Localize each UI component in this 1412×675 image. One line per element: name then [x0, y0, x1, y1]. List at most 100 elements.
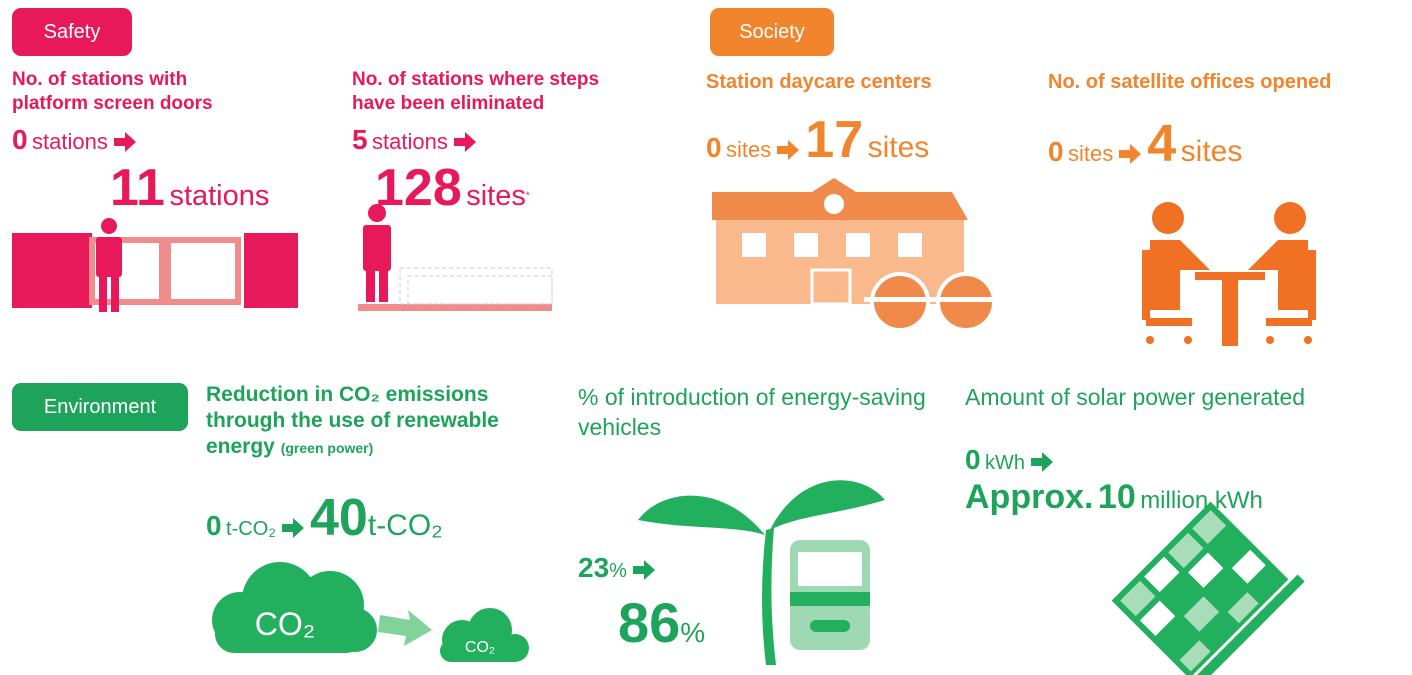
solar-panel-illustration-part-part — [1192, 510, 1227, 545]
cloud-labels: CO₂ CO₂ — [255, 606, 495, 656]
daycare-illustration-part — [742, 233, 766, 257]
daycare-illustration-part — [864, 297, 1004, 302]
footnote-mark: * — [525, 190, 530, 202]
to-line: 11 stations — [110, 158, 269, 218]
co2-cloud-illustration-part — [440, 640, 525, 662]
daycare-illustration-part — [810, 268, 852, 306]
sprout-illustration — [638, 480, 885, 665]
item-title: No. of stations where steps have been el… — [352, 69, 600, 114]
from-unit: t-CO₂ — [226, 518, 277, 540]
arrow — [777, 140, 800, 165]
meeting-illustration-part — [1146, 336, 1154, 344]
from-unit: sites — [726, 137, 772, 162]
from-unit: % — [609, 560, 627, 582]
from-value: 23 — [578, 552, 610, 583]
solar-panel-illustration-part-part — [1179, 640, 1211, 672]
from-unit: stations — [32, 129, 108, 154]
arrow-icon-part — [113, 132, 136, 153]
meeting-illustration-part — [1222, 280, 1238, 346]
meeting-illustration-part — [1274, 202, 1306, 234]
meeting-illustration-part — [1195, 272, 1265, 280]
to-line: 86% — [618, 590, 705, 655]
step-free-illustration-part — [399, 267, 553, 305]
to-unit: t-CO₂ — [367, 509, 443, 542]
step-free-illustration-part — [358, 304, 552, 311]
step-free-illustration-part — [407, 275, 553, 305]
to-value: 10 — [1097, 478, 1136, 516]
to-unit: stations — [169, 180, 270, 212]
values-line: 0 t-CO₂ 40t-CO₂ — [206, 488, 443, 548]
arrow-icon-part — [632, 560, 655, 581]
arrow — [282, 518, 305, 543]
to-value: 128 — [375, 159, 462, 217]
item-title-text: Reduction in CO₂ emissions through the u… — [206, 383, 499, 458]
solar-panel-illustration-part-part — [1168, 532, 1204, 569]
from-value: 0 — [1048, 136, 1064, 167]
arrow-icon-part — [1119, 144, 1142, 165]
meeting-illustration-part — [1184, 336, 1192, 344]
step-free-illustration — [358, 204, 553, 311]
cloud-label: CO₂ — [465, 639, 495, 656]
arrow-icon-part — [282, 518, 305, 539]
from-unit: sites — [1068, 141, 1114, 166]
arrow — [632, 560, 655, 585]
to-value: 11 — [110, 159, 165, 217]
to-value: 40 — [310, 489, 368, 547]
arrow-icon — [113, 132, 136, 153]
arrow-icon-part — [777, 140, 800, 161]
to-prefix: Approx. — [965, 478, 1094, 516]
section-label: Society — [710, 8, 834, 56]
item-title: Amount of solar power generated — [965, 384, 1306, 410]
meeting-illustration-part — [1150, 240, 1210, 310]
daycare-illustration-part — [824, 194, 844, 214]
item-title: Reduction in CO₂ emissions through the u… — [206, 382, 551, 461]
arrow-icon — [453, 132, 476, 153]
step-free-illustration-part — [363, 225, 391, 271]
sprout-illustration-part — [770, 480, 885, 530]
to-value: 4 — [1147, 115, 1177, 173]
meeting-illustration-part — [1248, 240, 1308, 310]
arrow — [1119, 144, 1142, 169]
from-value: 0 — [12, 124, 28, 155]
to-line: 128 sites* — [375, 158, 530, 218]
meeting-illustration-part — [1266, 336, 1274, 344]
solar-panel-illustration-part — [1184, 574, 1305, 675]
from-value: 0 — [706, 132, 722, 163]
platform-door-illustration-part — [12, 233, 92, 308]
to-unit: million kWh — [1140, 487, 1263, 514]
platform-door-illustration-part — [165, 237, 241, 305]
from-line: 0 stations — [12, 124, 142, 157]
section-label: Safety — [12, 8, 132, 56]
from-line: 0 kWh — [965, 444, 1059, 477]
item-title: No. of stations with platform screen doo… — [12, 69, 213, 114]
meeting-illustration-part — [1152, 202, 1184, 234]
platform-door-illustration-part — [111, 275, 119, 312]
arrow-icon — [282, 518, 305, 539]
solar-panel-illustration-part-part — [1144, 556, 1180, 593]
solar-panel-illustration-part — [1120, 510, 1266, 672]
meeting-illustration-part — [1142, 250, 1150, 320]
solar-panel-illustration-part-part — [1139, 600, 1176, 636]
from-unit: stations — [372, 129, 448, 154]
from-value: 0 — [965, 444, 981, 475]
solar-panel-illustration-part-part — [1120, 580, 1156, 617]
sprout-illustration-part — [798, 552, 862, 586]
solar-panel-illustration-part-part — [1227, 592, 1259, 624]
to-unit: % — [680, 617, 706, 648]
item-title: % of introduction of energy-saving vehic… — [578, 384, 926, 440]
sprout-illustration-part — [810, 620, 850, 632]
section-label: Environment — [12, 383, 188, 431]
solar-panel-illustration-part-part — [1231, 549, 1266, 584]
sprout-illustration-part — [638, 495, 765, 535]
step-free-illustration-part — [379, 268, 388, 302]
item-title: No. of satellite offices opened — [1048, 71, 1332, 93]
daycare-illustration — [712, 178, 1004, 332]
arrow-icon — [1119, 144, 1142, 165]
platform-door-illustration-part — [96, 237, 122, 277]
daycare-illustration-part — [898, 233, 922, 257]
platform-door-illustration-part — [99, 275, 107, 312]
from-line: 5 stations — [352, 124, 482, 157]
arrow — [113, 132, 136, 157]
arrow-icon — [777, 140, 800, 161]
